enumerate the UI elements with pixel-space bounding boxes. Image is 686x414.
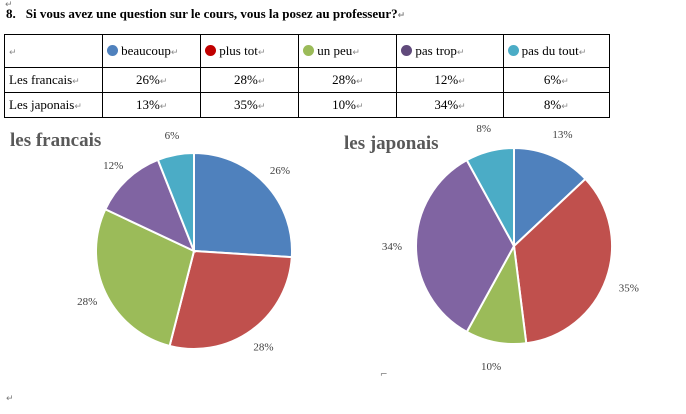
pie-slice-japonais-plus-tot bbox=[512, 177, 613, 345]
data-label-francais: 28% bbox=[77, 296, 97, 308]
pie-slice-japonais-pas-du-tout bbox=[465, 146, 515, 247]
question-heading: 8. Si vous avez une question sur le cours… bbox=[6, 6, 405, 22]
legend-dot-purple bbox=[401, 45, 413, 56]
table-cell: 8%↵ bbox=[502, 92, 611, 118]
data-label-francais: 6% bbox=[165, 130, 180, 142]
row-label-cell: Les japonais↵ bbox=[3, 92, 104, 118]
pie-slice-francais-plus-tot bbox=[168, 249, 293, 350]
question-text: Si vous avez une question sur le cours, … bbox=[25, 6, 398, 21]
table-cell: 34%↵ bbox=[396, 92, 504, 118]
header-label-pas-trop: pas trop bbox=[415, 43, 457, 58]
header-label-un-peu: un peu bbox=[317, 43, 353, 58]
legend-dot-cyan bbox=[507, 45, 519, 56]
paragraph-mark: ↵ bbox=[397, 11, 406, 21]
data-label-francais: 26% bbox=[270, 165, 290, 177]
legend-dot-blue bbox=[107, 45, 119, 56]
pie-slice-francais-un-peu bbox=[95, 207, 196, 348]
pie-slice-japonais-beaucoup bbox=[513, 146, 587, 249]
table-cell: 12%↵ bbox=[396, 67, 504, 93]
legend-dot-red bbox=[205, 45, 217, 56]
table-row: Les japonais↵ 13%↵ 35%↵ 10%↵ 34%↵ 8%↵ bbox=[3, 92, 611, 118]
table-cell: 10%↵ bbox=[298, 92, 398, 118]
table-header-row: ↵ beaucoup↵ plus tot↵ un peu↵ pas trop↵ … bbox=[3, 34, 611, 68]
data-label-japonais: 13% bbox=[552, 129, 572, 141]
pie-slice-francais-pas-trop bbox=[103, 158, 196, 253]
table-header-cell: plus tot↵ bbox=[200, 34, 300, 68]
data-label-japonais: 8% bbox=[476, 123, 491, 135]
table-cell: 13%↵ bbox=[102, 92, 202, 118]
data-label-francais: 28% bbox=[253, 342, 273, 354]
table-cell: 6%↵ bbox=[502, 67, 611, 93]
table-header-cell: beaucoup↵ bbox=[102, 34, 202, 68]
row-label: Les francais bbox=[9, 72, 73, 87]
pie-slice-francais-beaucoup bbox=[193, 151, 293, 259]
table-cell: 28%↵ bbox=[200, 67, 300, 93]
paragraph-mark: ↵ bbox=[6, 394, 14, 404]
data-label-japonais: 35% bbox=[619, 282, 639, 294]
table-header-cell: pas du tout↵ bbox=[502, 34, 611, 68]
data-label-japonais: 34% bbox=[382, 241, 402, 253]
chart-title-francais: les francais bbox=[10, 130, 102, 151]
chart-title-japonais: les japonais bbox=[344, 133, 439, 154]
row-label: Les japonais bbox=[9, 97, 75, 112]
header-label-pas-du-tout: pas du tout bbox=[521, 43, 579, 58]
table-row: Les francais↵ 26%↵ 28%↵ 28%↵ 12%↵ 6%↵ bbox=[3, 67, 611, 93]
paragraph-mark: ⌐ bbox=[380, 370, 388, 380]
table-cell: 35%↵ bbox=[200, 92, 300, 118]
pie-slice-francais-pas-du-tout bbox=[156, 151, 195, 252]
data-label-francais: 12% bbox=[103, 160, 123, 172]
data-label-japonais: 10% bbox=[481, 361, 501, 373]
header-label-beaucoup: beaucoup bbox=[121, 43, 171, 58]
paragraph-mark: ↵ bbox=[5, 0, 13, 10]
row-label-cell: Les francais↵ bbox=[3, 67, 104, 93]
question-number: 8. bbox=[6, 6, 16, 21]
legend-dot-green bbox=[303, 45, 315, 56]
table-cell: 26%↵ bbox=[102, 67, 202, 93]
survey-table: ↵ beaucoup↵ plus tot↵ un peu↵ pas trop↵ … bbox=[3, 34, 611, 118]
header-label-plus-tot: plus tot bbox=[219, 43, 258, 58]
